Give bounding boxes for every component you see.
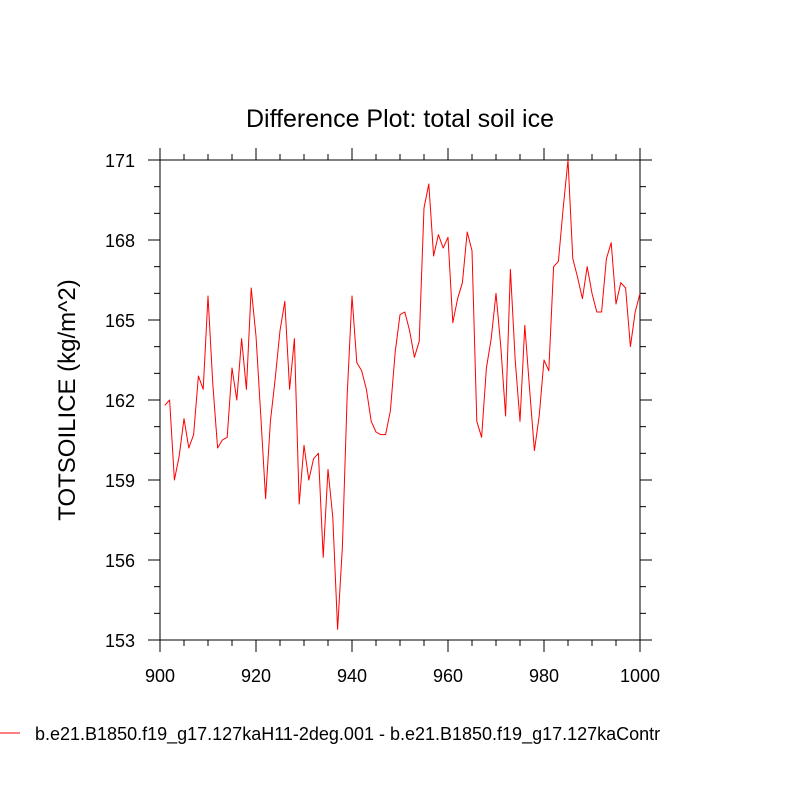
x-tick-label: 960: [433, 666, 463, 686]
chart-title: Difference Plot: total soil ice: [246, 105, 554, 133]
x-tick-label: 980: [529, 666, 559, 686]
y-tick-label: 153: [105, 631, 135, 651]
x-tick-label: 1000: [620, 666, 660, 686]
x-tick-label: 940: [337, 666, 367, 686]
y-tick-label: 156: [105, 551, 135, 571]
y-tick-label: 171: [105, 151, 135, 171]
y-tick-label: 168: [105, 231, 135, 251]
legend-label: b.e21.B1850.f19_g17.127kaH11-2deg.001 - …: [35, 724, 660, 745]
y-tick-label: 162: [105, 391, 135, 411]
y-axis-label: TOTSOILICE (kg/m^2): [54, 279, 81, 521]
legend: b.e21.B1850.f19_g17.127kaH11-2deg.001 - …: [0, 724, 660, 745]
x-tick-label: 920: [241, 666, 271, 686]
x-tick-label: 900: [145, 666, 175, 686]
chart: Difference Plot: total soil ice TOTSOILI…: [0, 0, 800, 800]
y-tick-label: 159: [105, 471, 135, 491]
y-tick-label: 165: [105, 311, 135, 331]
